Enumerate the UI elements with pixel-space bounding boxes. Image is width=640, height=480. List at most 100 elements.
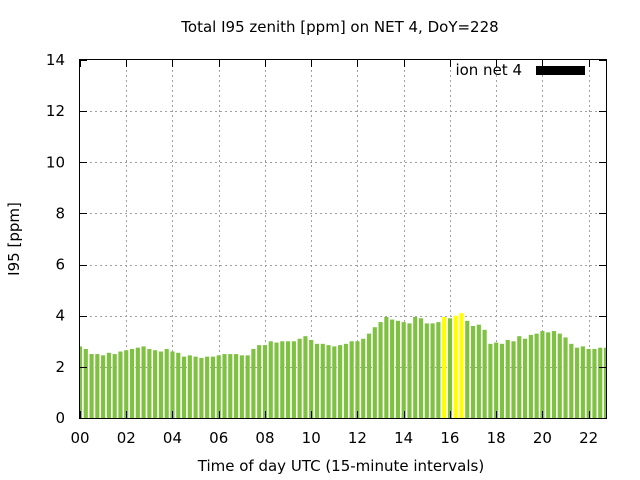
- bar: [395, 320, 400, 418]
- bar: [112, 354, 117, 418]
- bar: [228, 354, 233, 418]
- bar: [522, 338, 528, 418]
- bar: [372, 327, 377, 418]
- y-tick-label: 10: [46, 153, 65, 171]
- bar: [80, 346, 83, 418]
- x-tick-label: 00: [70, 429, 89, 447]
- ticks: [80, 60, 606, 419]
- bar: [476, 324, 481, 418]
- bar: [239, 355, 244, 418]
- bar: [251, 348, 256, 418]
- bar: [338, 345, 343, 418]
- bar: [106, 352, 111, 418]
- bar: [257, 345, 262, 418]
- bar: [603, 347, 606, 418]
- bar: [320, 343, 325, 418]
- bar: [124, 350, 129, 418]
- legend-label: ion net 4: [455, 61, 522, 79]
- x-axis-label: Time of day UTC (15-minute intervals): [197, 457, 484, 475]
- y-tick-labels: 0 2 4 6 8 10 12 14: [46, 51, 65, 427]
- y-tick-label: 8: [55, 204, 65, 222]
- x-tick-label: 18: [487, 429, 506, 447]
- bar: [517, 336, 522, 418]
- bar: [494, 342, 499, 418]
- bar: [534, 333, 539, 418]
- bar: [366, 333, 372, 418]
- legend-swatch: [536, 66, 585, 75]
- x-tick-label: 10: [302, 429, 321, 447]
- bar: [511, 341, 516, 418]
- bar: [216, 355, 221, 418]
- bar: [580, 346, 585, 418]
- bar: [546, 332, 551, 418]
- bar: [118, 351, 123, 418]
- y-tick-label: 6: [55, 256, 65, 274]
- y-tick-label: 12: [46, 102, 65, 120]
- legend: ion net 4: [455, 61, 585, 79]
- bar: [551, 331, 557, 418]
- bar: [176, 352, 181, 418]
- bar: [153, 350, 158, 418]
- bar: [274, 342, 279, 418]
- bar: [280, 341, 285, 418]
- bar: [598, 347, 603, 418]
- x-tick-label: 02: [117, 429, 136, 447]
- bar: [563, 337, 568, 418]
- bar: [569, 343, 574, 418]
- bar: [262, 345, 268, 418]
- bar: [147, 348, 152, 418]
- bar: [407, 323, 412, 418]
- bar: [286, 341, 291, 418]
- x-tick-label: 06: [209, 429, 228, 447]
- bar: [297, 338, 302, 418]
- plot-border: [79, 59, 607, 419]
- bar: [332, 346, 337, 418]
- bar: [430, 323, 435, 418]
- bar: [222, 354, 227, 418]
- bar: [482, 329, 487, 418]
- x-tick-labels: 00 02 04 06 08 10 12 14 16 18 20 22: [70, 429, 598, 447]
- bar: [401, 322, 406, 418]
- bar-highlighted: [442, 316, 447, 418]
- bar: [384, 316, 389, 418]
- bar: [95, 354, 100, 418]
- chart-title: Total I95 zenith [ppm] on NET 4, DoY=228: [180, 18, 498, 36]
- bar: [291, 341, 296, 418]
- bar: [592, 348, 597, 418]
- bar: [309, 340, 314, 418]
- bar-highlighted: [453, 315, 458, 418]
- bar: [210, 356, 216, 418]
- bar: [586, 348, 591, 418]
- bar: [187, 355, 192, 418]
- bar: [488, 343, 493, 418]
- bar: [436, 322, 441, 418]
- bar: [505, 340, 510, 418]
- bar: [303, 336, 308, 418]
- bar: [413, 316, 418, 418]
- bar: [418, 318, 424, 418]
- bar: [181, 356, 187, 418]
- bar: [83, 348, 88, 418]
- bar: [129, 348, 135, 418]
- bar: [193, 356, 198, 418]
- bar: [141, 346, 146, 418]
- bar: [355, 341, 360, 418]
- bar: [245, 355, 250, 418]
- bar: [101, 355, 106, 418]
- bar: [326, 345, 331, 418]
- y-tick-label: 4: [55, 307, 65, 325]
- x-tick-label: 22: [579, 429, 598, 447]
- bar: [199, 357, 204, 418]
- bar: [233, 354, 239, 418]
- bar: [349, 341, 354, 418]
- x-tick-label: 20: [533, 429, 552, 447]
- bar: [575, 347, 580, 418]
- y-tick-label: 14: [46, 51, 65, 69]
- bar: [390, 319, 395, 418]
- x-tick-label: 14: [394, 429, 413, 447]
- bar: [540, 331, 545, 418]
- y-tick-label: 2: [55, 358, 65, 376]
- bar: [158, 351, 164, 418]
- x-tick-label: 08: [255, 429, 274, 447]
